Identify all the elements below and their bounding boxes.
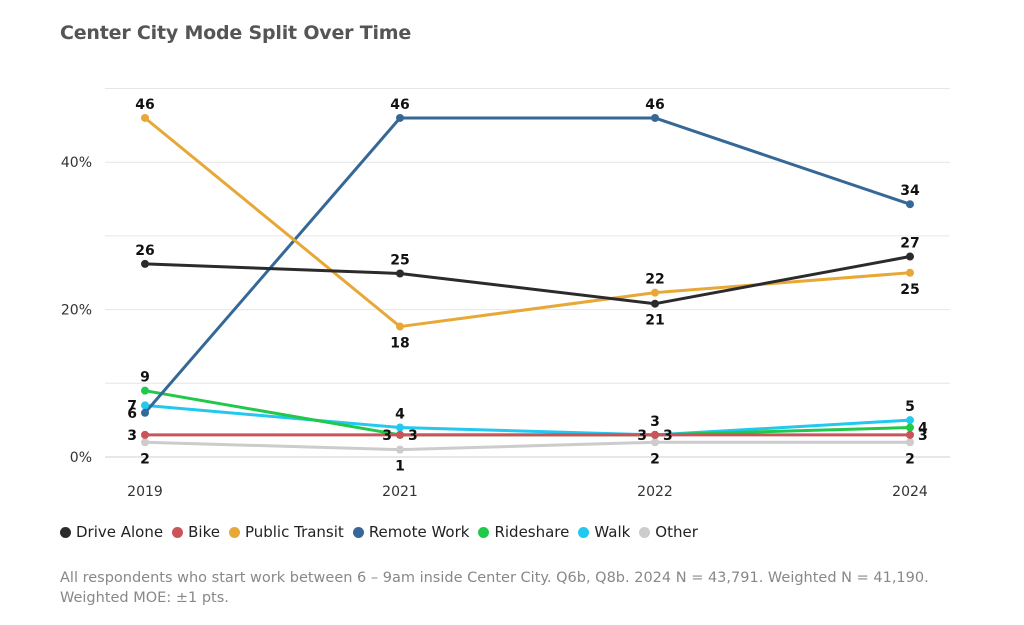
data-point-bike <box>141 430 149 439</box>
legend-label: Other <box>655 523 698 541</box>
data-label-remote-work: 6 <box>127 406 137 422</box>
data-point-rideshare <box>906 423 914 432</box>
data-label-public-transit: 18 <box>390 336 409 352</box>
data-label-rideshare: 3 <box>637 428 647 444</box>
data-label-walk: 7 <box>127 398 137 414</box>
data-point-drive-alone <box>141 259 149 268</box>
data-label-remote-work: 46 <box>390 97 409 113</box>
data-label-drive-alone: 25 <box>390 252 409 268</box>
data-point-other <box>906 438 914 447</box>
legend-marker-icon <box>228 526 240 538</box>
data-point-bike <box>396 430 404 439</box>
data-point-public-transit <box>651 288 659 297</box>
data-label-drive-alone: 26 <box>135 243 154 259</box>
data-point-rideshare <box>141 386 149 395</box>
legend-marker-icon <box>578 526 590 538</box>
series-line-other <box>143 440 912 452</box>
data-point-bike <box>651 430 659 439</box>
data-points <box>141 113 914 454</box>
legend-label: Bike <box>188 523 220 541</box>
data-label-bike: 3 <box>663 428 673 444</box>
data-label-public-transit: 22 <box>645 272 664 288</box>
data-label-rideshare: 3 <box>382 428 392 444</box>
series-line-public-transit <box>143 116 912 329</box>
legend-label: Rideshare <box>494 523 570 541</box>
y-tick-label: 20% <box>61 303 92 319</box>
data-label-drive-alone: 21 <box>645 313 664 329</box>
x-axis-ticks: 2019 2021 2022 2024 <box>127 484 928 500</box>
legend-label: Remote Work <box>368 523 470 541</box>
data-point-drive-alone <box>906 252 914 261</box>
data-label-other: 2 <box>650 451 660 467</box>
legend-label: Drive Alone <box>76 523 164 541</box>
series-line-walk <box>143 403 912 437</box>
data-label-public-transit: 25 <box>900 282 919 298</box>
series-lines <box>143 116 912 452</box>
data-label-drive-alone: 27 <box>900 236 919 252</box>
data-point-other <box>651 438 659 447</box>
data-label-rideshare: 9 <box>140 370 150 386</box>
data-label-walk: 3 <box>650 414 660 430</box>
legend-marker-icon <box>639 526 651 538</box>
data-label-remote-work: 34 <box>900 183 920 199</box>
data-point-walk <box>906 416 914 425</box>
y-tick-label: 0% <box>70 450 92 466</box>
data-label-other: 2 <box>905 451 915 467</box>
data-point-other <box>141 438 149 447</box>
chart-legend: Drive Alone Bike Public Transit Remote Work… <box>60 523 707 541</box>
data-label-walk: 5 <box>905 399 915 415</box>
data-label-remote-work: 46 <box>645 97 664 113</box>
y-axis-ticks: 0% 20% 40% <box>61 155 92 466</box>
legend-label: Walk <box>594 523 631 541</box>
data-point-public-transit <box>141 113 149 122</box>
chart-footnote: All respondents who start work between 6… <box>60 570 929 606</box>
data-point-walk <box>141 401 149 410</box>
x-tick-label: 2021 <box>382 484 418 500</box>
x-tick-label: 2022 <box>637 484 673 500</box>
data-label-other: 1 <box>395 459 405 475</box>
data-point-bike <box>906 430 914 439</box>
legend-item-drive-alone: Drive Alone <box>60 523 163 541</box>
data-point-public-transit <box>396 322 404 331</box>
data-point-walk <box>396 423 404 432</box>
series-line-drive-alone <box>143 255 912 306</box>
data-point-remote-work <box>906 200 914 209</box>
x-tick-label: 2019 <box>127 484 163 500</box>
data-point-other <box>396 445 404 454</box>
legend-item-bike: Bike <box>172 523 220 541</box>
data-point-drive-alone <box>396 269 404 278</box>
data-label-other: 2 <box>140 451 150 467</box>
data-label-bike: 3 <box>408 428 418 444</box>
data-label-bike: 3 <box>127 428 137 444</box>
legend-item-walk: Walk <box>578 523 630 541</box>
data-point-remote-work <box>141 408 149 417</box>
data-label-public-transit: 46 <box>135 97 154 113</box>
data-point-public-transit <box>906 268 914 277</box>
legend-item-remote-work: Remote Work <box>352 523 470 541</box>
y-tick-label: 40% <box>61 155 92 171</box>
data-label-rideshare: 4 <box>918 421 928 437</box>
series-line-remote-work <box>143 116 912 415</box>
legend-item-rideshare: Rideshare <box>478 523 569 541</box>
data-label-bike: 3 <box>918 428 928 444</box>
data-label-walk: 4 <box>395 407 405 423</box>
legend-label: Public Transit <box>244 523 344 541</box>
legend-marker-icon <box>60 526 71 538</box>
legend-item-other: Other <box>639 523 698 541</box>
legend-marker-icon <box>478 526 490 538</box>
chart-title: Center City Mode Split Over Time <box>60 22 412 44</box>
data-point-drive-alone <box>651 299 659 308</box>
legend-marker-icon <box>352 526 364 538</box>
data-point-remote-work <box>396 113 404 122</box>
legend-marker-icon <box>172 526 184 538</box>
data-point-remote-work <box>651 113 659 122</box>
x-tick-label: 2024 <box>892 484 928 500</box>
legend-item-public-transit: Public Transit <box>228 523 344 541</box>
